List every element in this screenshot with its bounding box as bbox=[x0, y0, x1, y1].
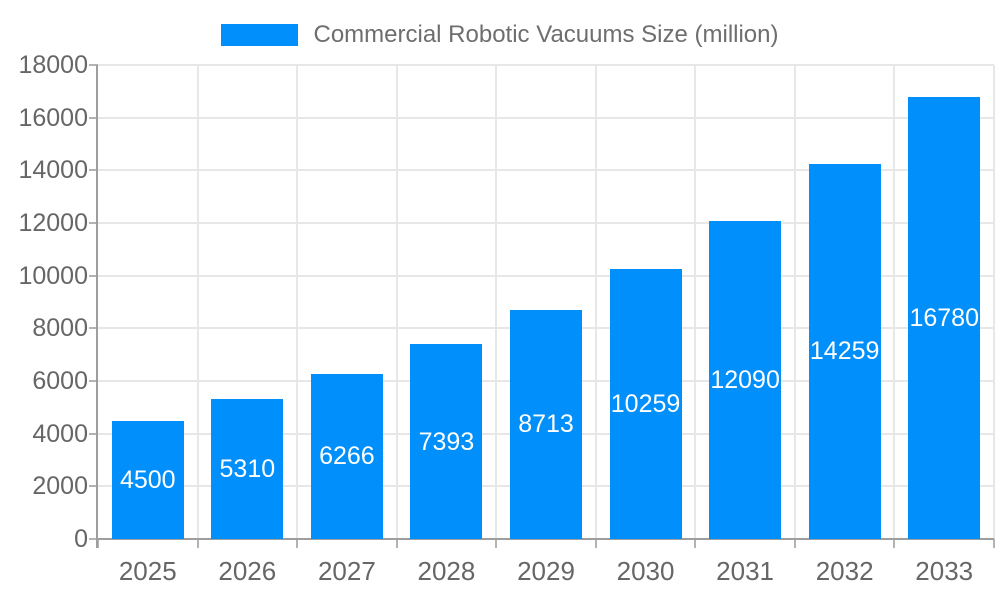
x-axis-tick bbox=[97, 539, 99, 548]
y-gridline bbox=[98, 169, 994, 172]
y-axis-tick bbox=[89, 116, 98, 119]
x-axis-tick bbox=[296, 539, 299, 548]
x-axis-tick bbox=[993, 539, 995, 548]
bar-2027[interactable] bbox=[310, 373, 383, 539]
y-axis-label: 18000 bbox=[18, 51, 88, 79]
x-axis-label: 2027 bbox=[317, 556, 376, 586]
x-gridline bbox=[893, 65, 896, 539]
chart-legend[interactable]: Commercial Robotic Vacuums Size (million… bbox=[0, 21, 1000, 49]
y-axis-label: 0 bbox=[74, 525, 88, 553]
y-axis-tick bbox=[89, 274, 98, 277]
y-axis-label: 4000 bbox=[32, 419, 88, 448]
y-gridline bbox=[98, 64, 994, 66]
x-gridline bbox=[793, 65, 796, 539]
y-axis-label: 2000 bbox=[32, 472, 88, 501]
bar-2025[interactable] bbox=[111, 420, 184, 539]
x-axis-tick bbox=[395, 539, 398, 548]
x-axis-tick bbox=[594, 539, 597, 548]
bar-2030[interactable] bbox=[609, 268, 682, 539]
x-axis-label: 2026 bbox=[218, 556, 277, 586]
y-axis-tick bbox=[89, 327, 98, 330]
y-axis-label: 12000 bbox=[18, 209, 88, 237]
y-axis-tick bbox=[89, 485, 98, 488]
y-axis-label: 16000 bbox=[18, 103, 88, 132]
x-axis-label: 2033 bbox=[915, 556, 974, 586]
x-axis-tick bbox=[495, 539, 498, 548]
x-axis-line bbox=[98, 538, 994, 540]
x-gridline bbox=[694, 65, 697, 539]
x-gridline bbox=[993, 65, 995, 539]
bar-2028[interactable] bbox=[410, 344, 483, 539]
x-gridline bbox=[296, 65, 299, 539]
bar-2031[interactable] bbox=[709, 220, 782, 539]
y-axis-tick bbox=[89, 432, 98, 435]
y-gridline bbox=[98, 274, 994, 277]
x-axis-tick bbox=[793, 539, 796, 548]
x-axis-label: 2032 bbox=[815, 556, 874, 586]
x-axis-label: 2025 bbox=[118, 556, 177, 586]
y-axis-tick bbox=[89, 169, 98, 172]
y-axis-label: 14000 bbox=[18, 156, 88, 185]
x-axis-tick bbox=[893, 539, 896, 548]
y-axis-tick bbox=[89, 64, 98, 66]
x-gridline bbox=[395, 65, 398, 539]
x-gridline bbox=[196, 65, 199, 539]
legend-swatch bbox=[221, 24, 299, 46]
x-axis-label: 2029 bbox=[517, 556, 575, 586]
y-axis-label: 10000 bbox=[18, 261, 88, 290]
y-gridline bbox=[98, 116, 994, 119]
x-axis-tick bbox=[196, 539, 199, 548]
bar-2032[interactable] bbox=[808, 163, 881, 539]
y-axis-line bbox=[96, 65, 98, 548]
x-axis-label: 2028 bbox=[417, 556, 476, 586]
y-axis-tick bbox=[89, 538, 98, 540]
y-axis-tick bbox=[89, 380, 98, 382]
y-axis-tick bbox=[89, 222, 98, 224]
x-gridline bbox=[495, 65, 498, 539]
x-axis-label: 2031 bbox=[716, 556, 775, 586]
y-axis-label: 6000 bbox=[32, 367, 88, 395]
x-axis-label: 2030 bbox=[616, 556, 675, 586]
x-gridline bbox=[594, 65, 597, 539]
y-axis-label: 8000 bbox=[32, 314, 88, 343]
y-gridline bbox=[98, 222, 994, 224]
x-axis-tick bbox=[694, 539, 697, 548]
legend-label: Commercial Robotic Vacuums Size (million… bbox=[313, 21, 779, 48]
bar-2029[interactable] bbox=[510, 309, 582, 539]
bar-2033[interactable] bbox=[908, 97, 981, 539]
bar-2026[interactable] bbox=[211, 399, 284, 539]
